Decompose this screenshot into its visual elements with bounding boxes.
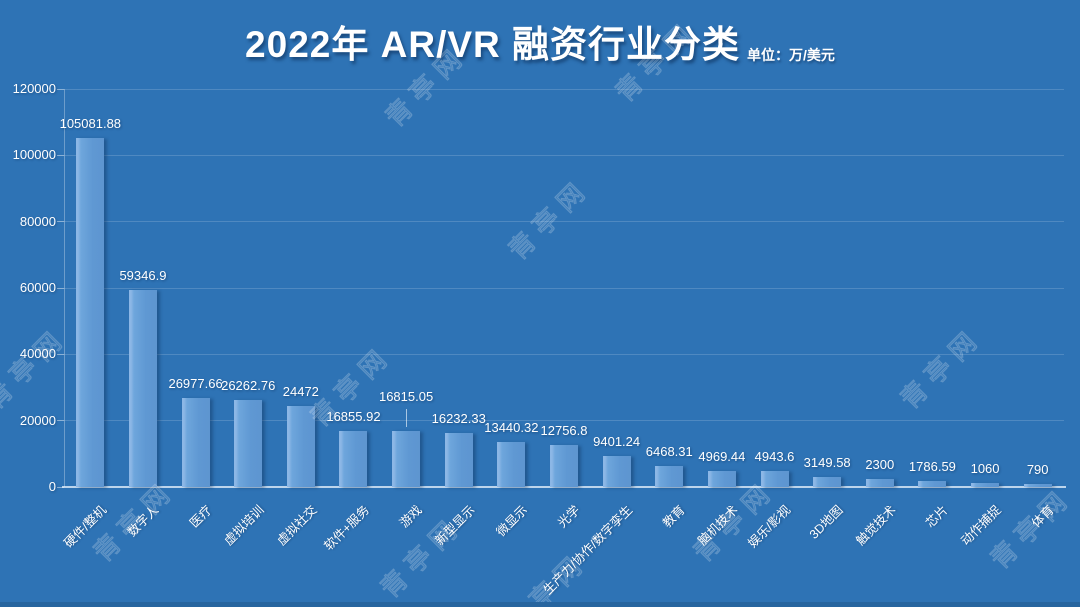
x-axis-label: 动作捕捉 — [958, 502, 1004, 549]
bar-value-label: 13440.32 — [484, 420, 539, 436]
gridline — [64, 353, 1064, 355]
y-axis-tick-label: 80000 — [19, 213, 56, 229]
x-axis-label: 游戏 — [397, 502, 425, 531]
bar-value-label: 16855.92 — [326, 409, 381, 425]
bar-value-label: 4943.6 — [754, 448, 795, 464]
x-axis-label: 芯片 — [923, 502, 952, 531]
bar-value-label: 1060 — [970, 461, 1000, 477]
bar — [971, 483, 1000, 487]
bar-value-label: 12756.8 — [540, 422, 588, 438]
bar-value-label: 59346.9 — [119, 268, 167, 284]
bar-value-label: 3149.58 — [803, 454, 851, 470]
y-axis-line — [64, 89, 65, 487]
bar — [128, 290, 157, 487]
bar-value-label: 16232.33 — [431, 411, 486, 427]
y-axis-tick — [57, 88, 64, 90]
x-axis-label: 触觉技术 — [853, 502, 899, 549]
chart-header: 2022年 AR/VR 融资行业分类 单位：万/美元 — [0, 14, 1080, 68]
chart-unit-label: 单位：万/美元 — [747, 47, 835, 63]
watermark-text: 青亭网 — [984, 481, 1078, 575]
y-axis-tick — [57, 486, 64, 488]
y-axis-tick-label: 40000 — [19, 346, 56, 362]
x-axis-label: 医疗 — [186, 502, 215, 531]
bar-value-label: 2300 — [865, 457, 895, 473]
bar — [813, 476, 842, 487]
bar-value-label: 790 — [1026, 462, 1049, 478]
y-axis-tick — [57, 353, 64, 355]
x-axis-label: 微显示 — [493, 502, 531, 540]
gridline — [64, 420, 1064, 422]
y-axis-tick-label: 120000 — [12, 81, 56, 96]
label-leader-line — [406, 409, 408, 428]
bar — [497, 442, 526, 487]
bar — [392, 431, 421, 487]
y-axis-tick — [57, 221, 64, 223]
gridline — [64, 154, 1064, 156]
gridline — [64, 221, 1064, 223]
bar — [707, 470, 736, 487]
x-axis-label: 生产力/协作/数字孪生 — [541, 502, 636, 598]
chart-title: 2022年 AR/VR 融资行业分类 — [245, 24, 741, 65]
x-axis-label: 虚拟培训 — [221, 502, 267, 549]
bar — [1023, 484, 1052, 487]
x-axis-label: 脑机技术 — [695, 502, 741, 549]
bar — [918, 481, 947, 487]
watermark-text: 青亭网 — [502, 172, 596, 266]
bar — [444, 433, 473, 487]
bottom-strip — [0, 602, 1080, 607]
bar — [286, 405, 315, 487]
y-axis-tick — [57, 287, 64, 289]
bar — [760, 470, 789, 487]
bar-value-label: 26977.66 — [168, 375, 223, 391]
y-axis-tick-label: 60000 — [19, 280, 56, 295]
x-axis-label: 光学 — [555, 502, 583, 531]
bar — [76, 138, 105, 487]
x-axis-label: 硬件/整机 — [61, 502, 110, 551]
bar-value-label: 105081.88 — [59, 116, 122, 132]
bar — [339, 431, 368, 487]
y-axis-tick — [57, 154, 64, 156]
x-axis-label: 新型显示 — [432, 502, 478, 549]
bar-value-label: 24472 — [282, 383, 319, 399]
gridline — [64, 287, 1064, 289]
x-axis-label: 数字人 — [125, 502, 162, 540]
bar — [865, 479, 894, 487]
x-axis-label: 体育 — [1028, 502, 1057, 531]
bar — [550, 444, 578, 487]
bar — [655, 465, 684, 487]
x-axis-label: 虚拟社交 — [274, 502, 320, 549]
y-axis-tick-label: 100000 — [12, 147, 56, 163]
x-axis-label: 娱乐/影视 — [745, 502, 794, 551]
x-axis-line — [62, 486, 1066, 488]
bar-value-label: 16815.05 — [378, 389, 434, 405]
bar-value-label: 4969.44 — [698, 448, 746, 464]
bar-value-label: 26262.76 — [221, 377, 276, 393]
bar — [234, 399, 263, 487]
x-axis-label: 教育 — [660, 502, 688, 531]
y-axis-tick — [57, 420, 64, 422]
x-axis-label: 软件+服务 — [321, 502, 373, 554]
watermark-text: 青亭网 — [894, 321, 988, 415]
bar — [602, 455, 631, 487]
y-axis-tick-label: 20000 — [19, 412, 56, 428]
y-axis-tick-label: 0 — [48, 479, 56, 494]
x-axis-label: 3D地图 — [807, 502, 846, 542]
bar-value-label: 1786.59 — [908, 459, 956, 475]
gridline — [64, 88, 1064, 90]
bar-value-label: 6468.31 — [645, 443, 693, 459]
bar-value-label: 9401.24 — [593, 433, 641, 449]
bar — [181, 397, 210, 487]
